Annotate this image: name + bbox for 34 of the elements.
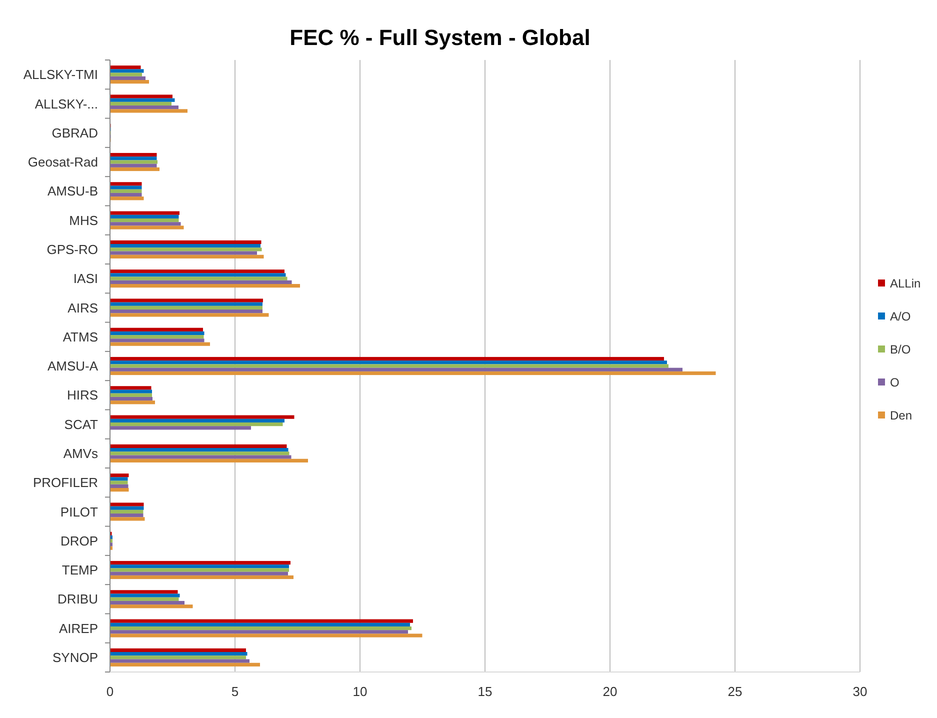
- x-tick-label: 30: [852, 684, 868, 699]
- x-tick-label: 5: [231, 684, 239, 699]
- y-tick-label: SYNOP: [52, 650, 98, 665]
- x-tick-label: 20: [602, 684, 618, 699]
- y-tick-label: Geosat-Rad: [28, 154, 98, 170]
- y-tick-label: HIRS: [66, 388, 98, 403]
- y-tick-label: AMSU-B: [47, 184, 98, 199]
- y-tick-label: PROFILER: [32, 475, 98, 490]
- x-tick-label: 15: [478, 684, 492, 699]
- y-tick-label: ATMS: [62, 329, 98, 344]
- x-tick-label: 10: [352, 684, 368, 699]
- y-tick-label: AMSU-A: [47, 358, 98, 374]
- y-tick-label: AIRS: [68, 300, 98, 316]
- y-tick-label: DRIBU: [58, 592, 98, 607]
- y-tick-label: SCAT: [64, 416, 98, 432]
- chart-title: FEC % - Full System - Global: [290, 25, 590, 50]
- legend-label: Den: [890, 408, 912, 423]
- legend-label: ALLin: [890, 276, 921, 291]
- y-tick-label: GBRAD: [52, 125, 98, 140]
- y-tick-label: ALLSKY-TMI: [23, 67, 98, 82]
- y-tick-label: MHS: [69, 212, 98, 228]
- legend-label: O: [890, 376, 900, 390]
- legend-label: B/O: [890, 342, 911, 357]
- y-tick-label: ALLSKY-...: [34, 96, 98, 112]
- y-tick-label: IASI: [73, 271, 98, 286]
- x-tick-label: 0: [106, 684, 114, 699]
- y-tick-label: GPS-RO: [46, 242, 98, 257]
- y-tick-label: AIREP: [58, 620, 98, 636]
- y-tick-label: TEMP: [62, 562, 98, 578]
- legend-label: A/O: [890, 310, 911, 324]
- x-tick-label: 25: [728, 684, 742, 699]
- y-tick-label: AMVs: [63, 446, 98, 461]
- y-tick-label: PILOT: [60, 504, 98, 520]
- y-tick-label: DROP: [60, 533, 98, 548]
